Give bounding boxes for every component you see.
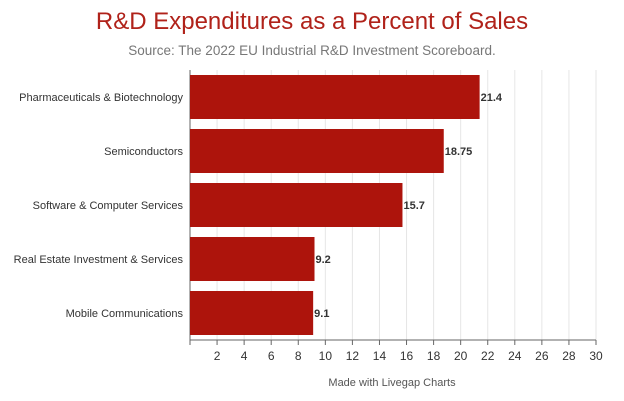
category-label: Software & Computer Services [33,200,184,212]
bar [190,129,444,173]
x-tick-label: 18 [427,349,441,363]
value-label: 9.1 [314,308,329,320]
category-label: Pharmaceuticals & Biotechnology [19,92,183,104]
x-tick-label: 28 [562,349,576,363]
x-tick-label: 4 [241,349,248,363]
x-tick-label: 24 [508,349,522,363]
category-label: Real Estate Investment & Services [14,254,184,266]
x-tick-label: 20 [454,349,468,363]
chart-subtitle: Source: The 2022 EU Industrial R&D Inves… [128,43,496,58]
category-label: Semiconductors [104,146,183,158]
x-tick-label: 2 [214,349,221,363]
x-tick-label: 22 [481,349,495,363]
x-tick-label: 10 [319,349,333,363]
x-tick-label: 6 [268,349,275,363]
x-tick-label: 8 [295,349,302,363]
value-label: 18.75 [445,146,473,158]
x-tick-label: 14 [373,349,387,363]
category-label: Mobile Communications [66,308,184,320]
chart-title: R&D Expenditures as a Percent of Sales [95,8,529,35]
bar [190,237,315,281]
x-tick-label: 12 [346,349,360,363]
bar [190,183,403,227]
x-tick-label: 26 [535,349,549,363]
value-label: 15.7 [403,200,424,212]
value-label: 21.4 [481,92,503,104]
x-tick-label: 30 [589,349,603,363]
x-tick-label: 16 [400,349,414,363]
value-label: 9.2 [316,254,331,266]
bar [190,75,480,119]
bar [190,291,314,335]
chart-credit: Made with Livegap Charts [328,377,456,389]
